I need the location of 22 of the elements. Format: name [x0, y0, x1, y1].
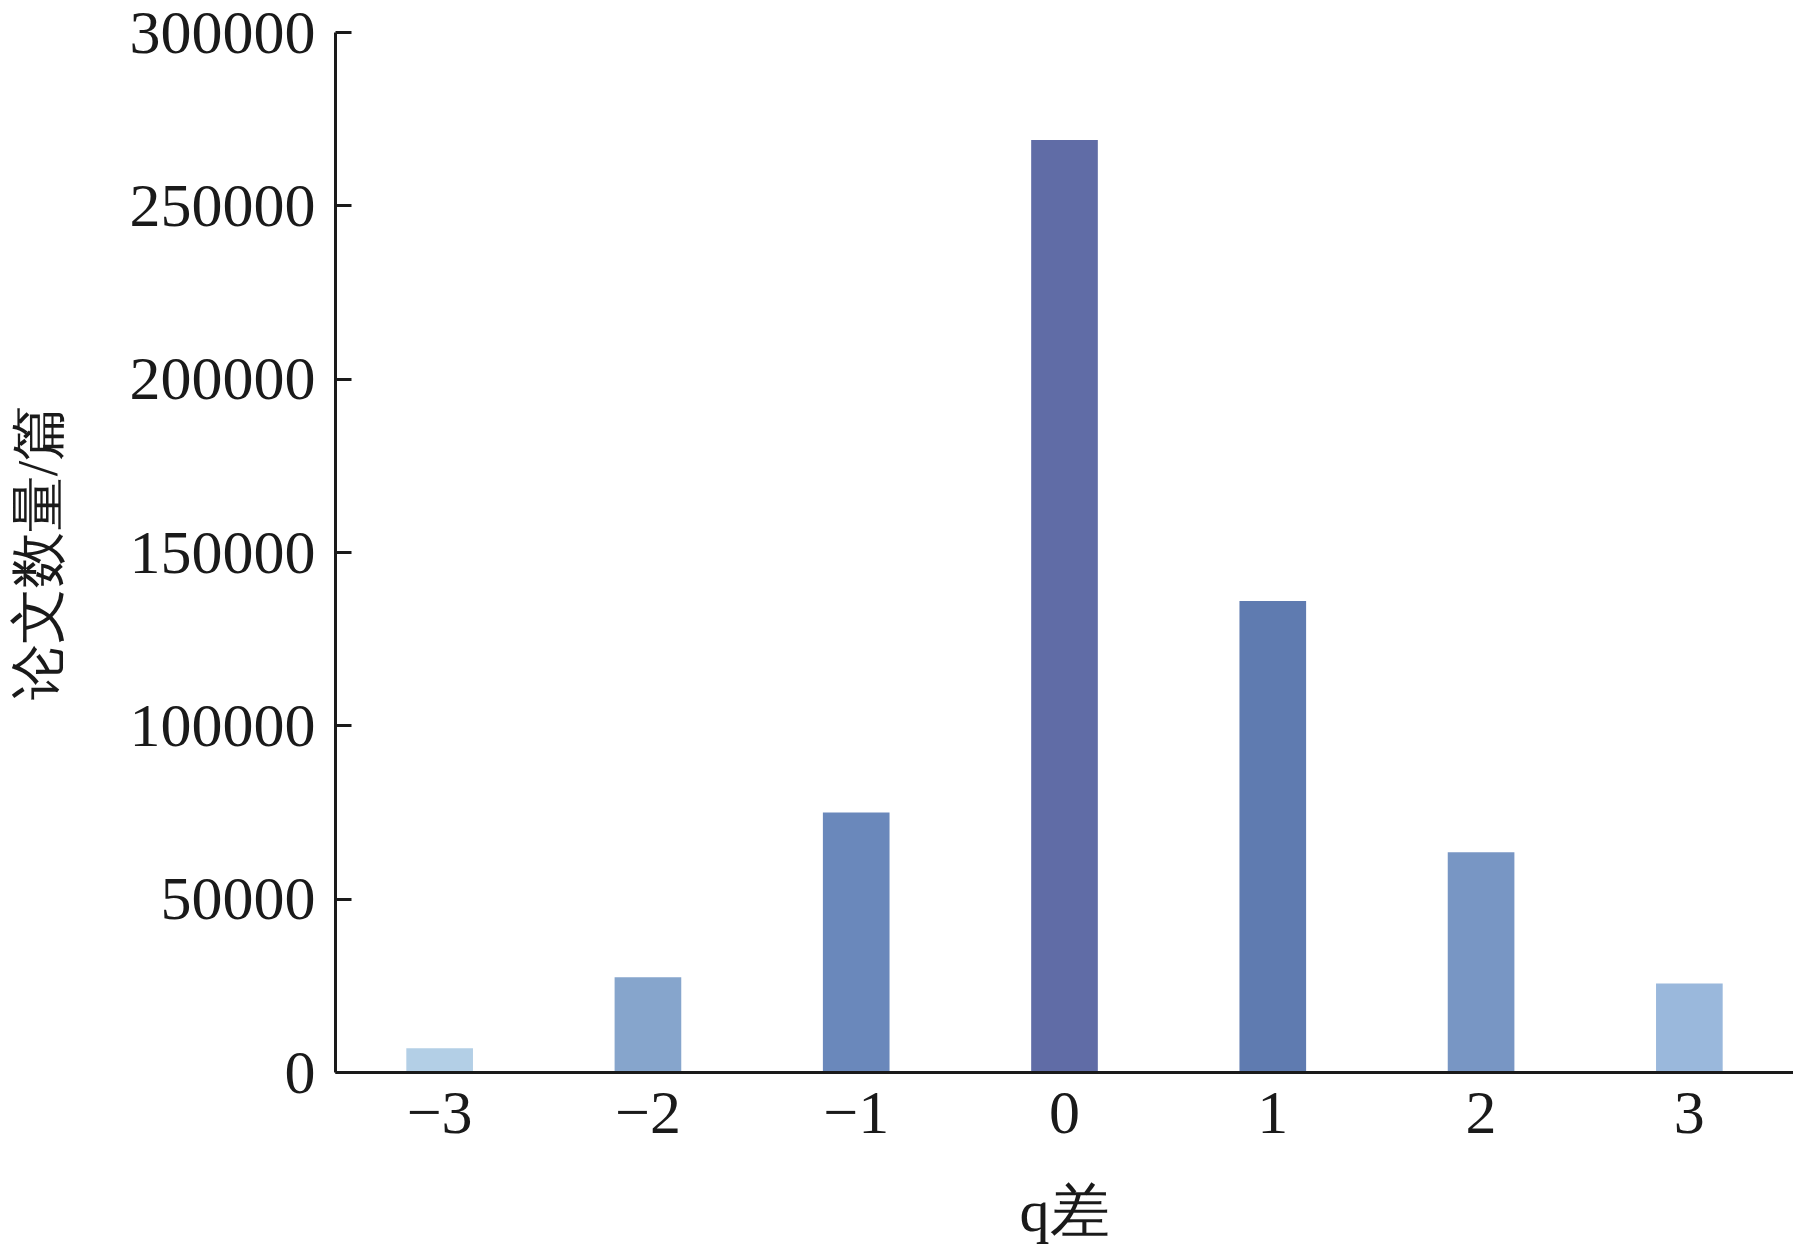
- bar: [406, 1048, 473, 1073]
- y-tick-label: 150000: [129, 517, 316, 586]
- bar: [1656, 983, 1723, 1073]
- y-axis-title: 论文数量/篇: [6, 404, 69, 701]
- y-tick-label: 200000: [129, 344, 316, 413]
- bar: [1239, 601, 1307, 1073]
- y-tick-label: 300000: [129, 0, 316, 66]
- bar: [614, 977, 682, 1073]
- x-tick-label: 3: [1673, 1077, 1705, 1146]
- x-axis-title: q差: [1019, 1177, 1110, 1244]
- y-tick-label: 100000: [129, 690, 316, 759]
- bar: [1031, 139, 1098, 1073]
- y-tick-label: 250000: [129, 170, 316, 239]
- x-tick-label: −1: [823, 1077, 890, 1146]
- x-tick-label: −3: [406, 1077, 473, 1146]
- x-tick-label: −2: [614, 1077, 681, 1146]
- bar: [1447, 852, 1515, 1073]
- x-tick-label: 1: [1257, 1077, 1289, 1146]
- bar: [822, 812, 890, 1073]
- x-tick-label: 2: [1465, 1077, 1497, 1146]
- y-tick-label: 50000: [160, 864, 316, 933]
- x-tick-label: 0: [1049, 1077, 1080, 1146]
